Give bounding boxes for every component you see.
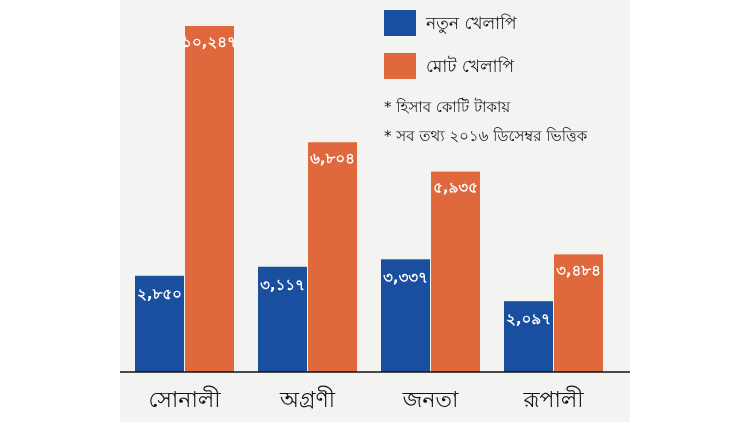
value-label-total-1: ১০,২৪৭	[182, 33, 236, 51]
note-date: * সব তথ্য ২০১৬ ডিসেম্বর ভিত্তিক	[384, 127, 588, 145]
bar-total-4	[554, 254, 603, 372]
value-labels-group: ২,৮৫০ ১০,২৪৭ ৩,১১৭ ৬,৮০৪ ৩,৩৩৭ ৫,৯৩৫ ২,০৯৭ ৩,৪৮…	[137, 33, 601, 328]
value-label-new-3: ৩,৩৩৭	[383, 268, 428, 286]
bar-new-2	[258, 266, 307, 372]
value-label-new-4: ২,০৯৭	[506, 310, 551, 328]
category-label-3: জনতা	[402, 388, 459, 413]
category-label-4: রূপালী	[522, 386, 584, 413]
value-label-new-2: ৩,১১৭	[260, 276, 305, 294]
legend-swatch-new	[384, 10, 416, 36]
bar-total-1	[185, 26, 234, 372]
bar-new-4	[504, 301, 553, 372]
category-label-2: অগ্রণী	[279, 386, 336, 413]
note-unit: * হিসাব কোটি টাকায়	[384, 98, 511, 116]
value-label-total-2: ৬,৮০৪	[310, 149, 355, 167]
legend-label-total: মোট খেলাপি	[426, 56, 514, 77]
legend-label-new: নতুন খেলাপি	[425, 13, 517, 34]
value-label-new-1: ২,৮৫০	[137, 285, 182, 303]
bar-total-3	[431, 171, 480, 372]
bars-group	[135, 26, 603, 372]
value-label-total-3: ৫,৯৩৫	[433, 179, 478, 197]
bar-new-1	[135, 275, 184, 372]
legend: নতুন খেলাপি মোট খেলাপি	[384, 10, 517, 79]
category-label-1: সোনালী	[148, 386, 221, 413]
bar-total-2	[308, 142, 357, 372]
bar-new-3	[381, 259, 430, 372]
category-labels-group: সোনালী অগ্রণী জনতা রূপালী	[148, 386, 584, 413]
value-label-total-4: ৩,৪৮৪	[556, 261, 601, 279]
legend-swatch-total	[384, 53, 416, 79]
notes: * হিসাব কোটি টাকায় * সব তথ্য ২০১৬ ডিসেম…	[384, 98, 588, 145]
